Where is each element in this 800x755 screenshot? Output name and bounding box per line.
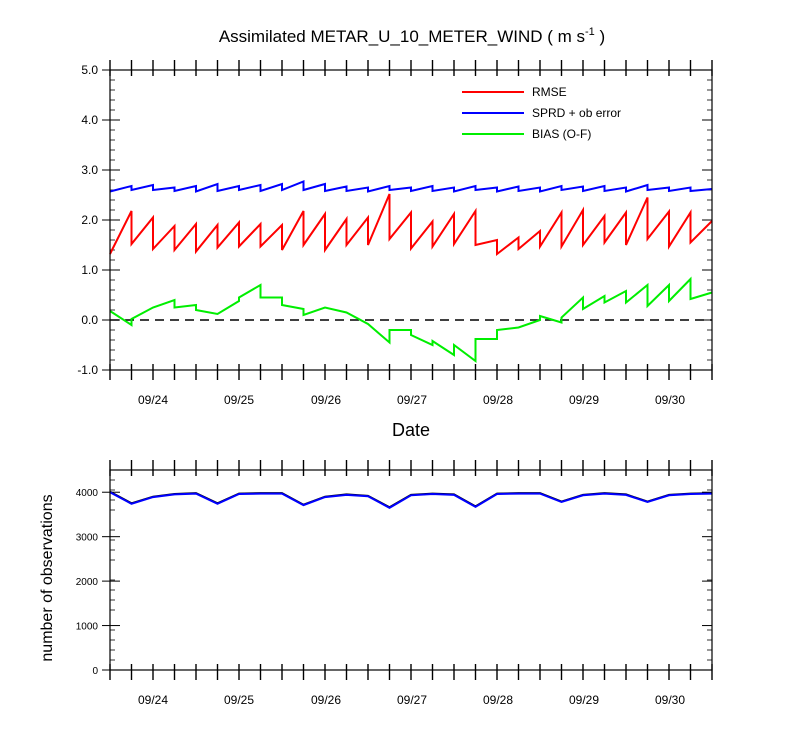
x-tick-label: 09/27 xyxy=(397,393,427,407)
x-tick-label: 09/24 xyxy=(138,393,168,407)
series-line-1 xyxy=(109,491,713,509)
y-tick-label: 1.0 xyxy=(81,263,98,277)
top-series-group xyxy=(109,180,713,363)
chart-title: Assimilated METAR_U_10_METER_WIND ( m s-… xyxy=(219,26,605,46)
y-tick-label: 4.0 xyxy=(81,113,98,127)
chart-title-close: ) xyxy=(595,27,605,46)
x-tick-label: 09/25 xyxy=(224,693,254,707)
x-tick-label: 09/30 xyxy=(655,693,685,707)
x-tick-label: 09/29 xyxy=(569,693,599,707)
legend-label: SPRD + ob error xyxy=(532,106,621,120)
top-plot-frame xyxy=(109,69,713,371)
y-tick-label: 0 xyxy=(92,666,98,677)
top-plot-panel: -1.00.01.02.03.04.05.0 09/24 09/25 09/26 09… xyxy=(77,60,713,407)
x-axis-label: Date xyxy=(392,420,430,440)
chart-title-superscript: -1 xyxy=(585,26,595,38)
y-tick-label: 3.0 xyxy=(81,163,98,177)
bottom-series-group xyxy=(109,490,713,509)
top-y-tick-labels: -1.0 0.0 1.0 2.0 3.0 4.0 5.0 xyxy=(77,63,98,377)
x-tick-label: 09/25 xyxy=(224,393,254,407)
bottom-y-tick-labels: 0 1000 2000 3000 4000 xyxy=(76,488,99,677)
x-tick-label: 09/24 xyxy=(138,693,168,707)
y-tick-label: 5.0 xyxy=(81,63,98,77)
y-tick-label: 2.0 xyxy=(81,213,98,227)
chart-title-main: Assimilated METAR_U_10_METER_WIND ( m s xyxy=(219,27,585,46)
top-x-tick-labels: 09/24 09/25 09/26 09/27 09/28 09/29 09/30 xyxy=(138,393,685,407)
y-tick-label: 3000 xyxy=(76,533,99,544)
x-tick-label: 09/29 xyxy=(569,393,599,407)
bottom-axes-ticks xyxy=(102,460,713,680)
x-tick-label: 09/28 xyxy=(483,393,513,407)
top-axes-ticks xyxy=(102,60,713,380)
series-line-0 xyxy=(109,193,713,257)
x-tick-label: 09/26 xyxy=(311,693,341,707)
x-tick-label: 09/30 xyxy=(655,393,685,407)
x-tick-label: 09/27 xyxy=(397,693,427,707)
series-line-1 xyxy=(109,180,713,193)
bottom-x-tick-labels: 09/24 09/25 09/26 09/27 09/28 09/29 09/30 xyxy=(138,693,685,707)
x-tick-label: 09/28 xyxy=(483,693,513,707)
y-tick-label: 2000 xyxy=(76,577,99,588)
series-line-2 xyxy=(109,276,713,363)
y-tick-label: 1000 xyxy=(76,622,99,633)
legend-label: RMSE xyxy=(532,85,567,99)
legend-label: BIAS (O-F) xyxy=(532,127,591,141)
y-tick-label: 4000 xyxy=(76,488,99,499)
x-tick-label: 09/26 xyxy=(311,393,341,407)
top-legend: RMSE SPRD + ob error BIAS (O-F) xyxy=(462,85,621,141)
y-tick-label: 0.0 xyxy=(81,313,98,327)
bottom-y-axis-label: number of observations xyxy=(39,494,56,661)
bottom-plot-frame xyxy=(109,469,713,671)
y-tick-label: -1.0 xyxy=(77,363,98,377)
